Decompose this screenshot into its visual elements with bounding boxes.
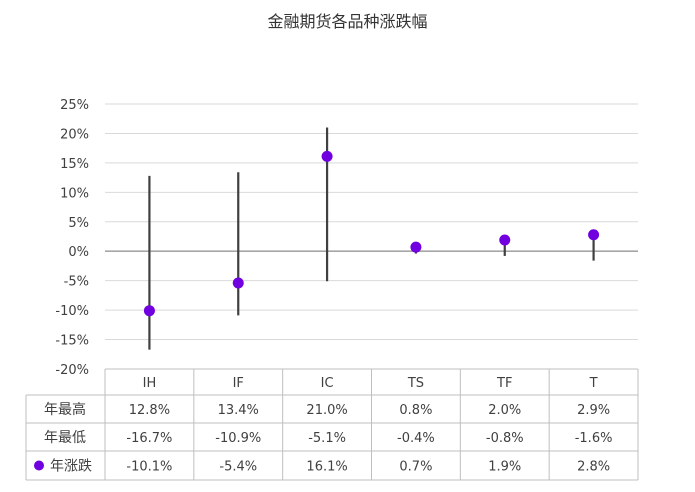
y-tick-label: 5% — [68, 216, 89, 231]
y-tick-label: 10% — [60, 186, 89, 201]
change-marker — [143, 305, 155, 317]
data-label: 2.8% — [577, 460, 610, 475]
y-tick-label: -20% — [55, 363, 89, 378]
data-label: -5.4% — [219, 460, 257, 475]
data-label: 13.4% — [218, 403, 259, 418]
change-marker — [410, 241, 422, 253]
y-tick-label: -15% — [55, 334, 89, 349]
change-marker — [499, 234, 511, 246]
data-label: 12.8% — [129, 403, 170, 418]
x-tick-label: T — [589, 376, 598, 391]
change-marker — [321, 150, 333, 162]
data-label: -0.4% — [397, 431, 435, 446]
y-tick-label: -10% — [55, 304, 89, 319]
x-tick-label: IH — [143, 376, 157, 391]
change-marker — [588, 229, 600, 241]
y-tick-label: 20% — [60, 127, 89, 142]
data-label: -0.8% — [486, 431, 524, 446]
y-tick-label: 25% — [60, 98, 89, 113]
series-name: 年最低 — [44, 430, 86, 446]
series-name: 年最高 — [44, 401, 86, 418]
chart-title: 金融期货各品种涨跌幅 — [267, 12, 428, 31]
data-label: -16.7% — [126, 431, 172, 446]
data-label: 0.7% — [399, 460, 432, 475]
data-label: 2.9% — [577, 403, 610, 418]
data-label: 1.9% — [488, 460, 521, 475]
data-label: -10.1% — [126, 460, 172, 475]
data-label: -5.1% — [308, 431, 346, 446]
x-tick-label: TS — [407, 376, 424, 391]
y-tick-label: 15% — [60, 157, 89, 172]
data-label: 2.0% — [488, 403, 521, 418]
legend-marker — [34, 460, 44, 471]
series-name: 年涨跌 — [50, 459, 92, 475]
data-label: 16.1% — [306, 460, 347, 475]
x-tick-label: IC — [321, 376, 334, 391]
x-tick-label: IF — [233, 376, 244, 391]
y-tick-label: 0% — [68, 245, 89, 260]
x-tick-label: TF — [496, 376, 512, 391]
data-label: 21.0% — [306, 403, 347, 418]
change-marker — [232, 277, 244, 289]
data-label: -1.6% — [575, 431, 613, 446]
data-label: -10.9% — [215, 431, 261, 446]
y-tick-label: -5% — [64, 275, 89, 290]
data-label: 0.8% — [399, 403, 432, 418]
